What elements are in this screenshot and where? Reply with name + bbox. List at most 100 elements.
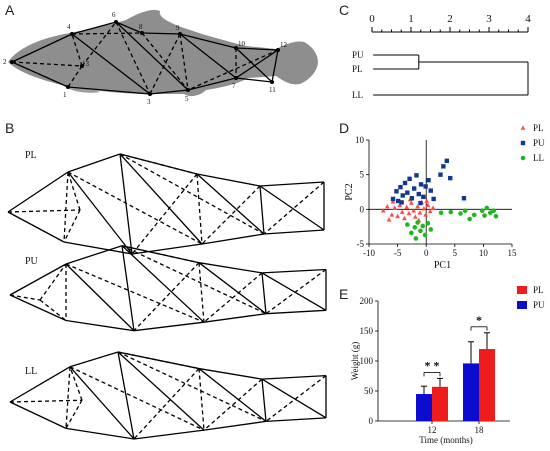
dendrogram-tick-label: 3 [486,13,492,25]
landmark-point [147,91,153,97]
x-tick-label: 5 [453,248,458,258]
scatter-point-ll [491,208,496,214]
truss-line [263,181,325,235]
truss-line [69,366,205,431]
landmark-label: 3 [147,98,151,106]
truss-line [201,233,265,245]
truss-line [63,241,133,255]
group-label-pl: PL [25,150,37,161]
scatter-point-pl [380,208,386,213]
scatter-point-pu [428,188,433,193]
scatter-point-pu [409,196,415,201]
scatter-point-pu [398,184,403,190]
x-axis-label: Time (months) [419,435,472,445]
scatter-point-pl [417,210,423,215]
scatter-point-pl [424,198,430,203]
group-label-pu: PU [25,256,38,267]
y-tick-label: 150 [360,326,374,336]
truss-line [69,351,119,368]
scatter-point-pu [441,164,446,169]
truss-line [9,366,71,403]
truss-line [259,185,265,235]
truss-line [67,65,83,88]
x-tick-label: -10 [363,248,375,258]
scatter-point-ll [412,225,418,230]
truss-line [261,272,267,314]
truss-line [121,245,200,264]
landmark-point [177,31,183,37]
significance-bracket [423,371,441,377]
x-tick-label: 12 [428,425,437,435]
scatter-point-pl [408,200,414,205]
scatter-point-pl [407,197,413,202]
truss-line [65,263,135,332]
truss-line [65,427,135,440]
landmark-point [65,84,71,90]
truss-line [121,245,267,315]
truss-line [196,173,265,235]
scatter-point-ll [493,213,499,219]
scatter-point-ll [418,228,423,234]
x-tick-label: 18 [475,425,485,435]
truss-line [71,33,83,67]
truss-line [65,245,123,265]
significance-marker: * [476,313,482,327]
landmark-label: 11 [269,86,276,94]
truss-line [119,153,198,175]
truss-line [179,33,237,79]
dendrogram-tick-label: 2 [447,13,453,25]
scatter-point-pu [407,176,412,182]
truss-line [149,89,189,95]
scatter-point-pl [421,206,427,211]
y-tick-label: 0 [360,204,365,214]
scatter-point-pl [415,203,421,209]
scatter-point-pu [421,194,426,200]
scatter-point-ll [458,211,463,216]
truss-line [65,263,205,323]
scatter-point-ll [467,216,472,222]
truss-line [119,153,203,245]
y-tick-label: -5 [357,239,365,249]
landmark-point [275,47,281,53]
truss-line [11,61,69,88]
scatter-point-ll [484,205,490,211]
legend-label: PL [533,123,544,133]
landmark-point [79,63,85,69]
scatter-point-pl [384,203,390,209]
truss-line [235,47,273,83]
scatter-point-pu [390,196,396,202]
truss-line [187,49,279,91]
truss-line [265,417,327,423]
truss-line [81,21,117,67]
panel-letter-d: D [339,120,350,136]
x-tick-label: 10 [479,248,489,258]
truss-line [39,263,67,301]
bar-pl [479,349,495,421]
scatter-point-ll [462,208,468,214]
truss-line [39,299,67,322]
truss-line [133,262,200,332]
legend-swatch-pu [517,301,527,309]
landmark-label: 6 [112,11,116,19]
scatter-point-ll [422,232,428,238]
truss-line [179,33,189,91]
x-axis-label: PC1 [434,260,451,271]
scatter-point-ll [415,220,420,225]
truss-line [121,245,205,323]
truss-line [65,319,135,332]
truss-line [198,368,205,431]
legend-marker-ll [520,155,526,161]
truss-line [203,420,267,431]
truss-line [117,351,205,431]
truss-line [67,153,121,173]
truss-line [115,21,151,95]
truss-line [7,171,69,213]
truss-line [198,262,267,315]
truss-line [271,49,279,83]
scatter-point-pl [397,202,403,207]
scatter-point-pl [423,212,429,217]
truss-line [261,379,267,422]
dendrogram-leaf-label: LL [352,90,363,100]
